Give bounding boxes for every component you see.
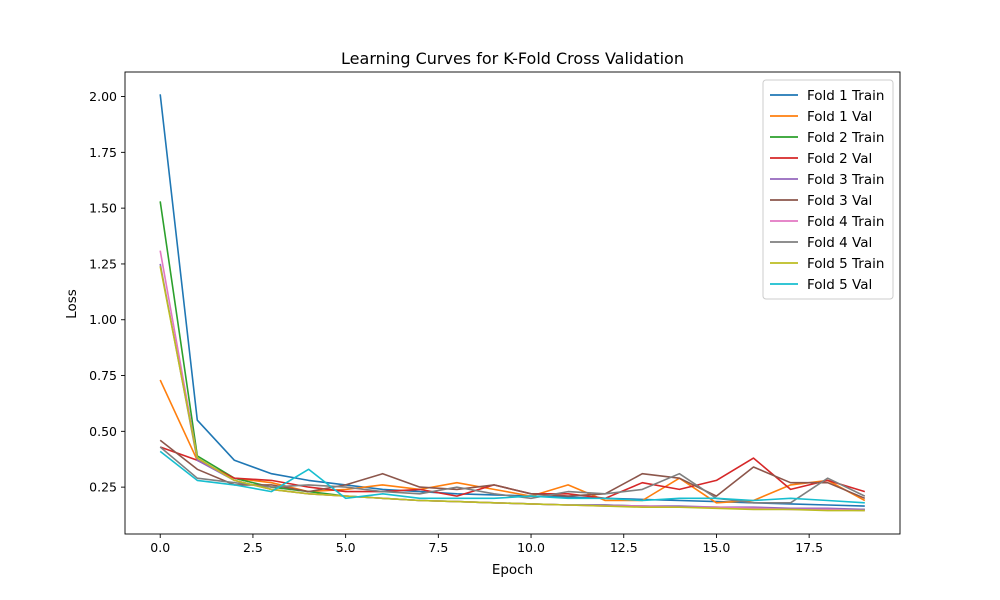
y-tick-label: 2.00: [89, 89, 117, 104]
y-tick-label: 0.50: [89, 424, 117, 439]
y-tick-label: 1.00: [89, 312, 117, 327]
legend-label-2: Fold 1 Val: [807, 109, 872, 125]
legend-label-8: Fold 4 Val: [807, 235, 872, 251]
x-tick-label: 5.0: [336, 540, 356, 555]
legend-label-5: Fold 3 Train: [807, 172, 884, 188]
y-tick-label: 0.75: [89, 368, 117, 383]
legend-box: [762, 79, 894, 300]
legend: Fold 1 Train Fold 1 Val Fold 2 Train Fold 2…: [762, 79, 894, 300]
legend-label-6: Fold 3 Val: [807, 193, 872, 209]
y-tick-label: 1.50: [89, 201, 117, 216]
legend-label-1: Fold 1 Train: [807, 88, 884, 104]
plot-area: [124, 71, 901, 535]
x-tick-label: 2.5: [243, 540, 263, 555]
x-tick-label: 15.0: [703, 540, 731, 555]
legend-label-9: Fold 5 Train: [807, 256, 884, 272]
legend-label-10: Fold 5 Val: [807, 277, 872, 293]
x-axis-label: Epoch: [492, 562, 533, 578]
chart-title: Learning Curves for K-Fold Cross Validat…: [341, 49, 684, 68]
x-tick-label: 10.0: [517, 540, 545, 555]
y-tick-label: 1.25: [89, 256, 117, 271]
x-tick-label: 0.0: [150, 540, 170, 555]
legend-label-7: Fold 4 Train: [807, 214, 884, 230]
series-line-10: [159, 450, 865, 504]
legend-label-4: Fold 2 Val: [807, 151, 872, 167]
legend-label-3: Fold 2 Train: [807, 130, 884, 146]
x-axis: 0.0 2.5 5.0 7.5 10.0 12.5 15.0 17.5: [150, 534, 823, 555]
series-line-8: [159, 446, 866, 504]
x-tick-label: 7.5: [428, 540, 448, 555]
y-axis-label: Loss: [64, 289, 80, 319]
y-axis: 0.25 0.50 0.75 1.00 1.25 1.50 1.75 2.00: [89, 89, 125, 495]
y-tick-label: 1.75: [89, 145, 117, 160]
x-tick-label: 17.5: [795, 540, 823, 555]
y-tick-label: 0.25: [89, 480, 117, 495]
x-tick-label: 12.5: [610, 540, 638, 555]
plot-frame: [124, 71, 901, 535]
series-line-9: [159, 266, 865, 512]
